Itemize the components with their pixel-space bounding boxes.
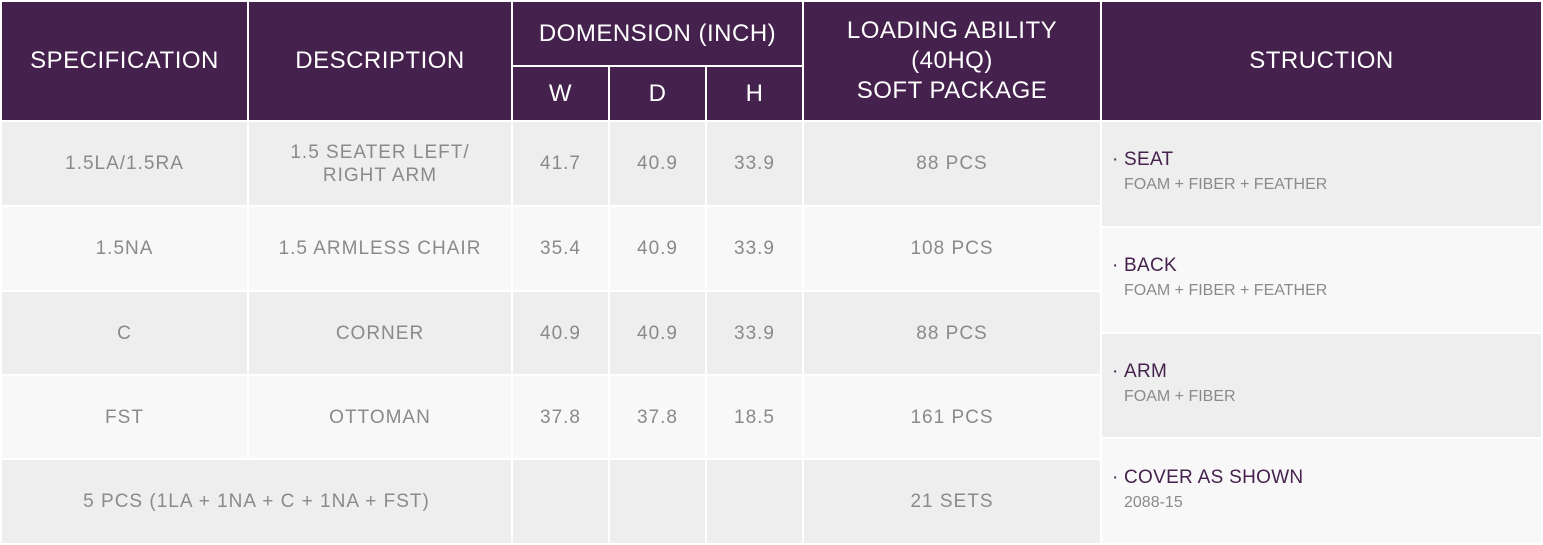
row2-spec: 1.5NA [2,207,247,290]
set-row-loading: 21 SETS [804,460,1100,543]
row4-desc: OTTOMAN [249,376,511,458]
header-loading-line1: LOADING ABILITY [846,17,1058,44]
structure-cover-title: · COVER AS SHOWN [1112,467,1541,489]
row4-d: 37.8 [610,376,705,458]
header-loading: LOADING ABILITY (40HQ) SOFT PACKAGE [804,2,1100,120]
row1-d-text: 40.9 [637,153,678,174]
bullet-dot: · [1112,149,1119,170]
header-w-label: W [548,79,573,107]
row2-d: 40.9 [610,207,705,290]
row4-h-text: 18.5 [734,406,775,428]
header-specification: SPECIFICATION [2,2,247,120]
row3-h: 33.9 [707,292,802,374]
header-structure-label: STRUCTION [1249,47,1394,74]
row2-w-text: 35.4 [540,238,581,259]
row4-h: 18.5 [707,376,802,458]
row3-desc-text: CORNER [335,322,425,344]
row3-w-text: 40.9 [540,322,581,344]
row2-spec-text: 1.5NA [95,238,154,259]
structure-cover: · COVER AS SHOWN 2088-15 [1102,439,1541,543]
set-row-loading-text: 21 SETS [910,491,994,512]
set-row-h [707,460,802,543]
header-w: W [513,67,608,120]
structure-cover-detail: 2088-15 [1124,494,1183,511]
structure-back: · BACK FOAM + FIBER + FEATHER [1102,228,1541,332]
row4-loading-text: 161 PCS [910,406,994,428]
row4-w-text: 37.8 [540,406,581,428]
row1-spec: 1.5LA/1.5RA [2,122,247,205]
row4-w: 37.8 [513,376,608,458]
set-row-label-text: 5 PCS (1LA + 1NA + C + 1NA + FST) [83,491,430,512]
row2-w: 35.4 [513,207,608,290]
header-h: H [707,67,802,120]
structure-arm-title-text: ARM [1124,361,1168,382]
row2-h: 33.9 [707,207,802,290]
header-loading-line3: SOFT PACKAGE [856,77,1048,104]
row2-d-text: 40.9 [637,238,678,259]
header-structure: STRUCTION [1102,2,1541,120]
row1-desc: 1.5 SEATER LEFT/ RIGHT ARM [249,122,511,205]
row3-desc: CORNER [249,292,511,374]
row4-spec: FST [2,376,247,458]
header-description-label: DESCRIPTION [295,47,465,74]
row3-loading: 88 PCS [804,292,1100,374]
structure-back-title-text: BACK [1124,255,1177,276]
set-row-label: 5 PCS (1LA + 1NA + C + 1NA + FST) [2,460,511,543]
header-description: DESCRIPTION [249,2,511,120]
row3-d-text: 40.9 [637,322,678,344]
set-row-d [610,460,705,543]
row4-d-text: 37.8 [637,406,678,428]
header-dimension: DOMENSION (INCH) [513,2,802,65]
row3-spec: C [2,292,247,374]
structure-seat-title: · SEAT [1112,149,1541,171]
row3-w: 40.9 [513,292,608,374]
row1-loading: 88 PCS [804,122,1100,205]
header-d: D [610,67,705,120]
row2-loading: 108 PCS [804,207,1100,290]
bullet-dot: · [1112,361,1119,382]
structure-seat: · SEAT FOAM + FIBER + FEATHER [1102,122,1541,226]
row4-spec-text: FST [105,406,144,428]
row3-h-text: 33.9 [734,322,775,344]
structure-arm-detail: FOAM + FIBER [1124,388,1236,405]
structure-cover-title-text: COVER AS SHOWN [1124,467,1304,488]
row1-h-text: 33.9 [734,153,775,174]
header-dimension-label: DOMENSION (INCH) [538,19,777,47]
row1-h: 33.9 [707,122,802,205]
row1-w: 41.7 [513,122,608,205]
structure-back-detail: FOAM + FIBER + FEATHER [1124,282,1328,299]
structure-seat-detail: FOAM + FIBER + FEATHER [1124,176,1328,193]
row3-loading-text: 88 PCS [916,322,988,344]
row1-d: 40.9 [610,122,705,205]
row2-desc: 1.5 ARMLESS CHAIR [249,207,511,290]
structure-arm: · ARM FOAM + FIBER [1102,334,1541,437]
structure-back-title: · BACK [1112,255,1541,277]
row1-desc-line2: RIGHT ARM [322,164,438,186]
bullet-dot: · [1112,255,1119,276]
row1-desc-line1: 1.5 SEATER LEFT/ [290,141,470,163]
set-row-w [513,460,608,543]
row2-h-text: 33.9 [734,238,775,259]
header-specification-label: SPECIFICATION [30,47,219,74]
header-h-label: H [745,79,764,107]
row1-w-text: 41.7 [540,153,581,174]
row1-spec-text: 1.5LA/1.5RA [65,153,184,174]
row2-desc-text: 1.5 ARMLESS CHAIR [278,238,482,259]
structure-arm-title: · ARM [1112,361,1541,383]
row4-desc-text: OTTOMAN [329,406,431,428]
row2-loading-text: 108 PCS [910,238,994,259]
structure-seat-title-text: SEAT [1124,149,1174,170]
bullet-dot: · [1112,467,1119,488]
row4-loading: 161 PCS [804,376,1100,458]
header-d-label: D [648,79,667,107]
row1-loading-text: 88 PCS [916,153,988,174]
header-loading-line2: (40HQ) [911,47,993,74]
row3-spec-text: C [117,322,132,344]
row3-d: 40.9 [610,292,705,374]
